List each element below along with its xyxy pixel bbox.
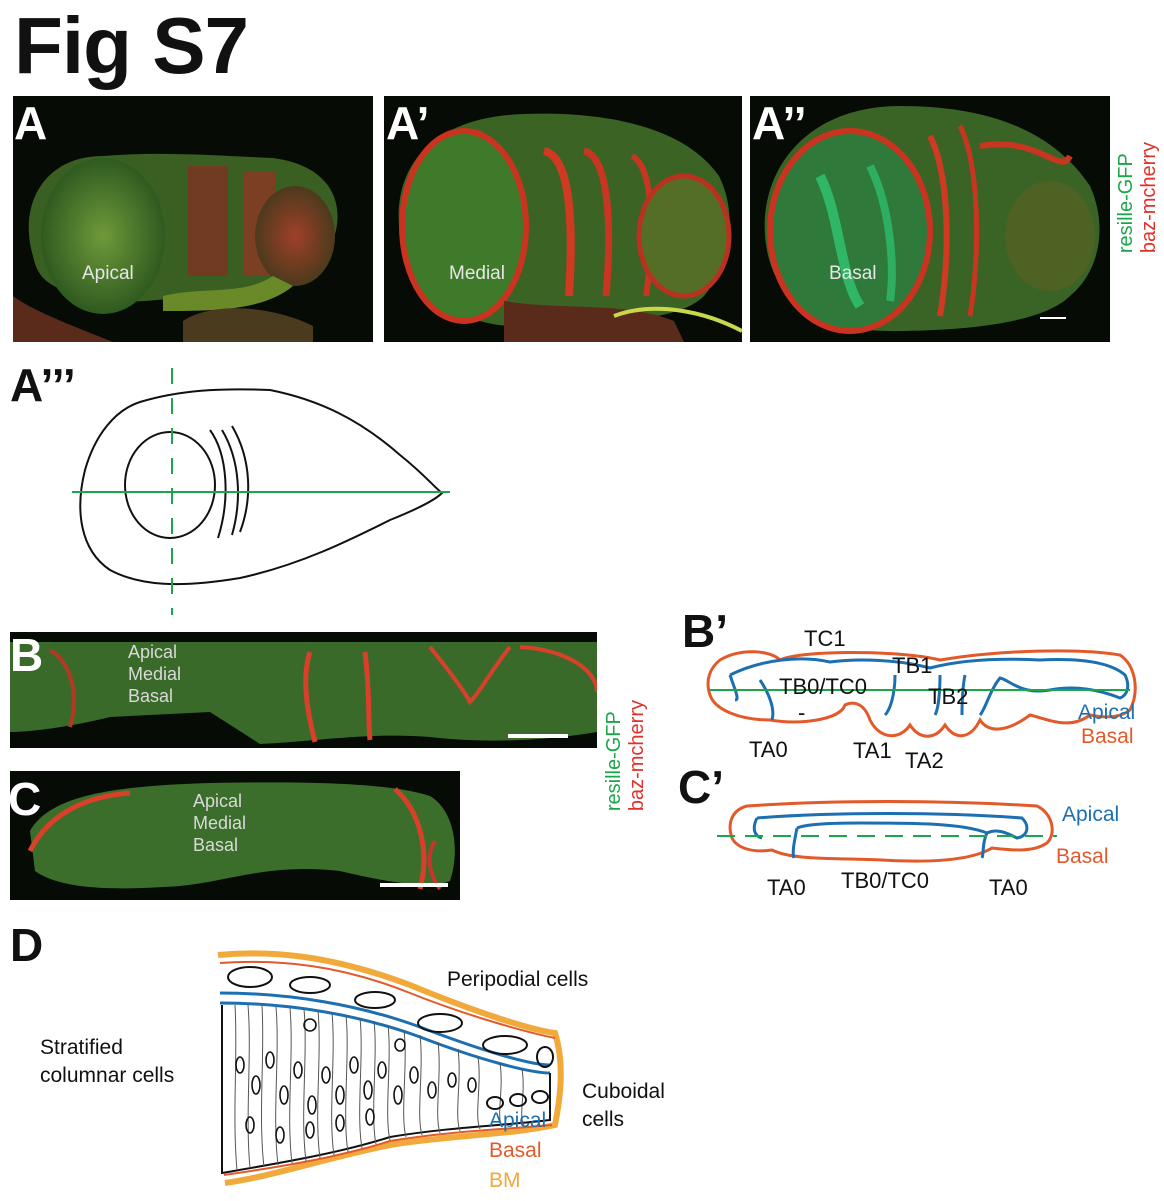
label-peripodial-cells: Peripodial cells	[447, 968, 589, 991]
panel-letter-a-triple-prime: A’’’	[10, 359, 76, 411]
label-cuboidal-line2: cells	[582, 1108, 625, 1131]
stack-c-medial: Medial	[193, 813, 247, 833]
apical-outline-c	[752, 812, 1029, 859]
columnar-outline	[221, 1005, 551, 1175]
disc-schematic	[72, 368, 450, 615]
peripodial-nucleus	[289, 976, 331, 994]
label-basal-c: Basal	[1056, 845, 1109, 868]
peripodial-nucleus	[417, 1013, 463, 1033]
cross-section-b	[10, 632, 597, 748]
stack-c-basal: Basal	[193, 835, 239, 855]
axis-stack-c: Apical Medial Basal	[193, 790, 246, 856]
label-ta0-c-left: TA0	[767, 875, 806, 900]
panel-letter-c-prime: C’	[678, 761, 724, 813]
cross-section-b-image	[10, 642, 597, 744]
label-cuboidal-cells: Cuboidal cells	[582, 1078, 665, 1134]
disc-outline	[79, 388, 444, 586]
columnar-cell-lines	[234, 1004, 525, 1171]
legend-green-label: resille-GFP	[1115, 153, 1137, 254]
micrograph-medial	[384, 96, 742, 342]
legend-red-label-2: baz-mcherry	[626, 700, 648, 812]
micrograph-basal-image	[764, 106, 1100, 334]
panel-letter-d: D	[10, 919, 44, 971]
peripodial-apical-line	[219, 991, 551, 1067]
label-stratified-line1: Stratified	[40, 1036, 123, 1059]
stack-b-apical: Apical	[128, 642, 178, 662]
label-ta0-b: TA0	[749, 737, 788, 762]
legend-apical: Apical	[489, 1109, 547, 1132]
cross-section-c	[10, 771, 460, 900]
label-ta2: TA2	[905, 748, 944, 773]
panel-letter-b: B	[10, 629, 44, 681]
label-apical-c: Apical	[1062, 803, 1120, 826]
label-tb1: TB1	[892, 653, 933, 678]
channel-legend-middle: resille-GFP baz-mcherry	[603, 700, 648, 812]
panel-letter-c: C	[8, 773, 42, 825]
axis-stack-b: Apical Medial Basal	[128, 641, 181, 707]
peripodial-nucleus	[354, 991, 396, 1009]
micrograph-basal	[750, 96, 1110, 342]
label-cuboidal-line1: Cuboidal	[582, 1080, 665, 1103]
panel-letter-b-prime: B’	[682, 605, 728, 657]
micrograph-label-basal: Basal	[829, 263, 877, 284]
schematic-c-prime	[717, 800, 1057, 863]
peripodial-nucleus	[482, 1035, 528, 1055]
basal-outline-b	[706, 649, 1137, 738]
schematic-b-prime	[706, 649, 1137, 738]
micrograph-medial-image	[398, 113, 742, 342]
legend-red-label: baz-mcherry	[1138, 142, 1160, 254]
fold-line-1	[209, 429, 227, 539]
panel-letter-a: A	[14, 97, 48, 149]
label-tb0-tc0: TB0/TC0	[779, 674, 868, 699]
fold-line-2	[221, 429, 239, 536]
pouch-outline	[124, 431, 216, 539]
bm-line	[217, 950, 564, 1186]
label-apical-b: Apical	[1078, 701, 1136, 724]
basal-outline-c	[728, 800, 1054, 863]
columnar-apical-line	[219, 1001, 551, 1075]
peripodial-nucleus	[227, 966, 273, 988]
label-tc1: TC1	[804, 626, 846, 651]
stack-b-basal: Basal	[128, 686, 174, 706]
legend-basal: Basal	[489, 1139, 542, 1162]
panel-letter-a-prime: A’	[386, 97, 430, 149]
columnar-nuclei	[235, 1018, 477, 1144]
peripodial-basal-line	[219, 960, 556, 1039]
panel-letter-a-double-prime: A’’	[752, 97, 807, 149]
cross-section-c-image	[27, 782, 455, 891]
figure-title: Fig S7	[14, 1, 249, 90]
stack-b-medial: Medial	[128, 664, 182, 684]
micrograph-label-apical: Apical	[82, 263, 134, 284]
legend-green-label-2: resille-GFP	[603, 711, 625, 812]
epithelium-diagram	[217, 950, 564, 1186]
stack-c-apical: Apical	[193, 791, 243, 811]
label-tb2: TB2	[928, 684, 969, 709]
cuboidal-cells	[486, 1046, 554, 1110]
columnar-basal-line	[223, 1124, 553, 1176]
micrograph-apical	[13, 96, 373, 342]
label-basal-b: Basal	[1081, 725, 1134, 748]
label-stratified-columnar: Stratified columnar cells	[40, 1034, 174, 1090]
label-stratified-line2: columnar cells	[40, 1064, 175, 1087]
fold-line-3	[231, 425, 250, 533]
label-ta0-c-right: TA0	[989, 875, 1028, 900]
label-dash: -	[798, 700, 806, 725]
legend-bm: BM	[489, 1169, 521, 1192]
micrograph-label-medial: Medial	[449, 263, 505, 284]
label-ta1: TA1	[853, 738, 892, 763]
channel-legend-top: resille-GFP baz-mcherry	[1115, 142, 1160, 254]
micrograph-apical-image	[13, 153, 338, 342]
apical-outline-b	[728, 657, 1130, 721]
label-tb0-tc0-c: TB0/TC0	[841, 868, 930, 893]
